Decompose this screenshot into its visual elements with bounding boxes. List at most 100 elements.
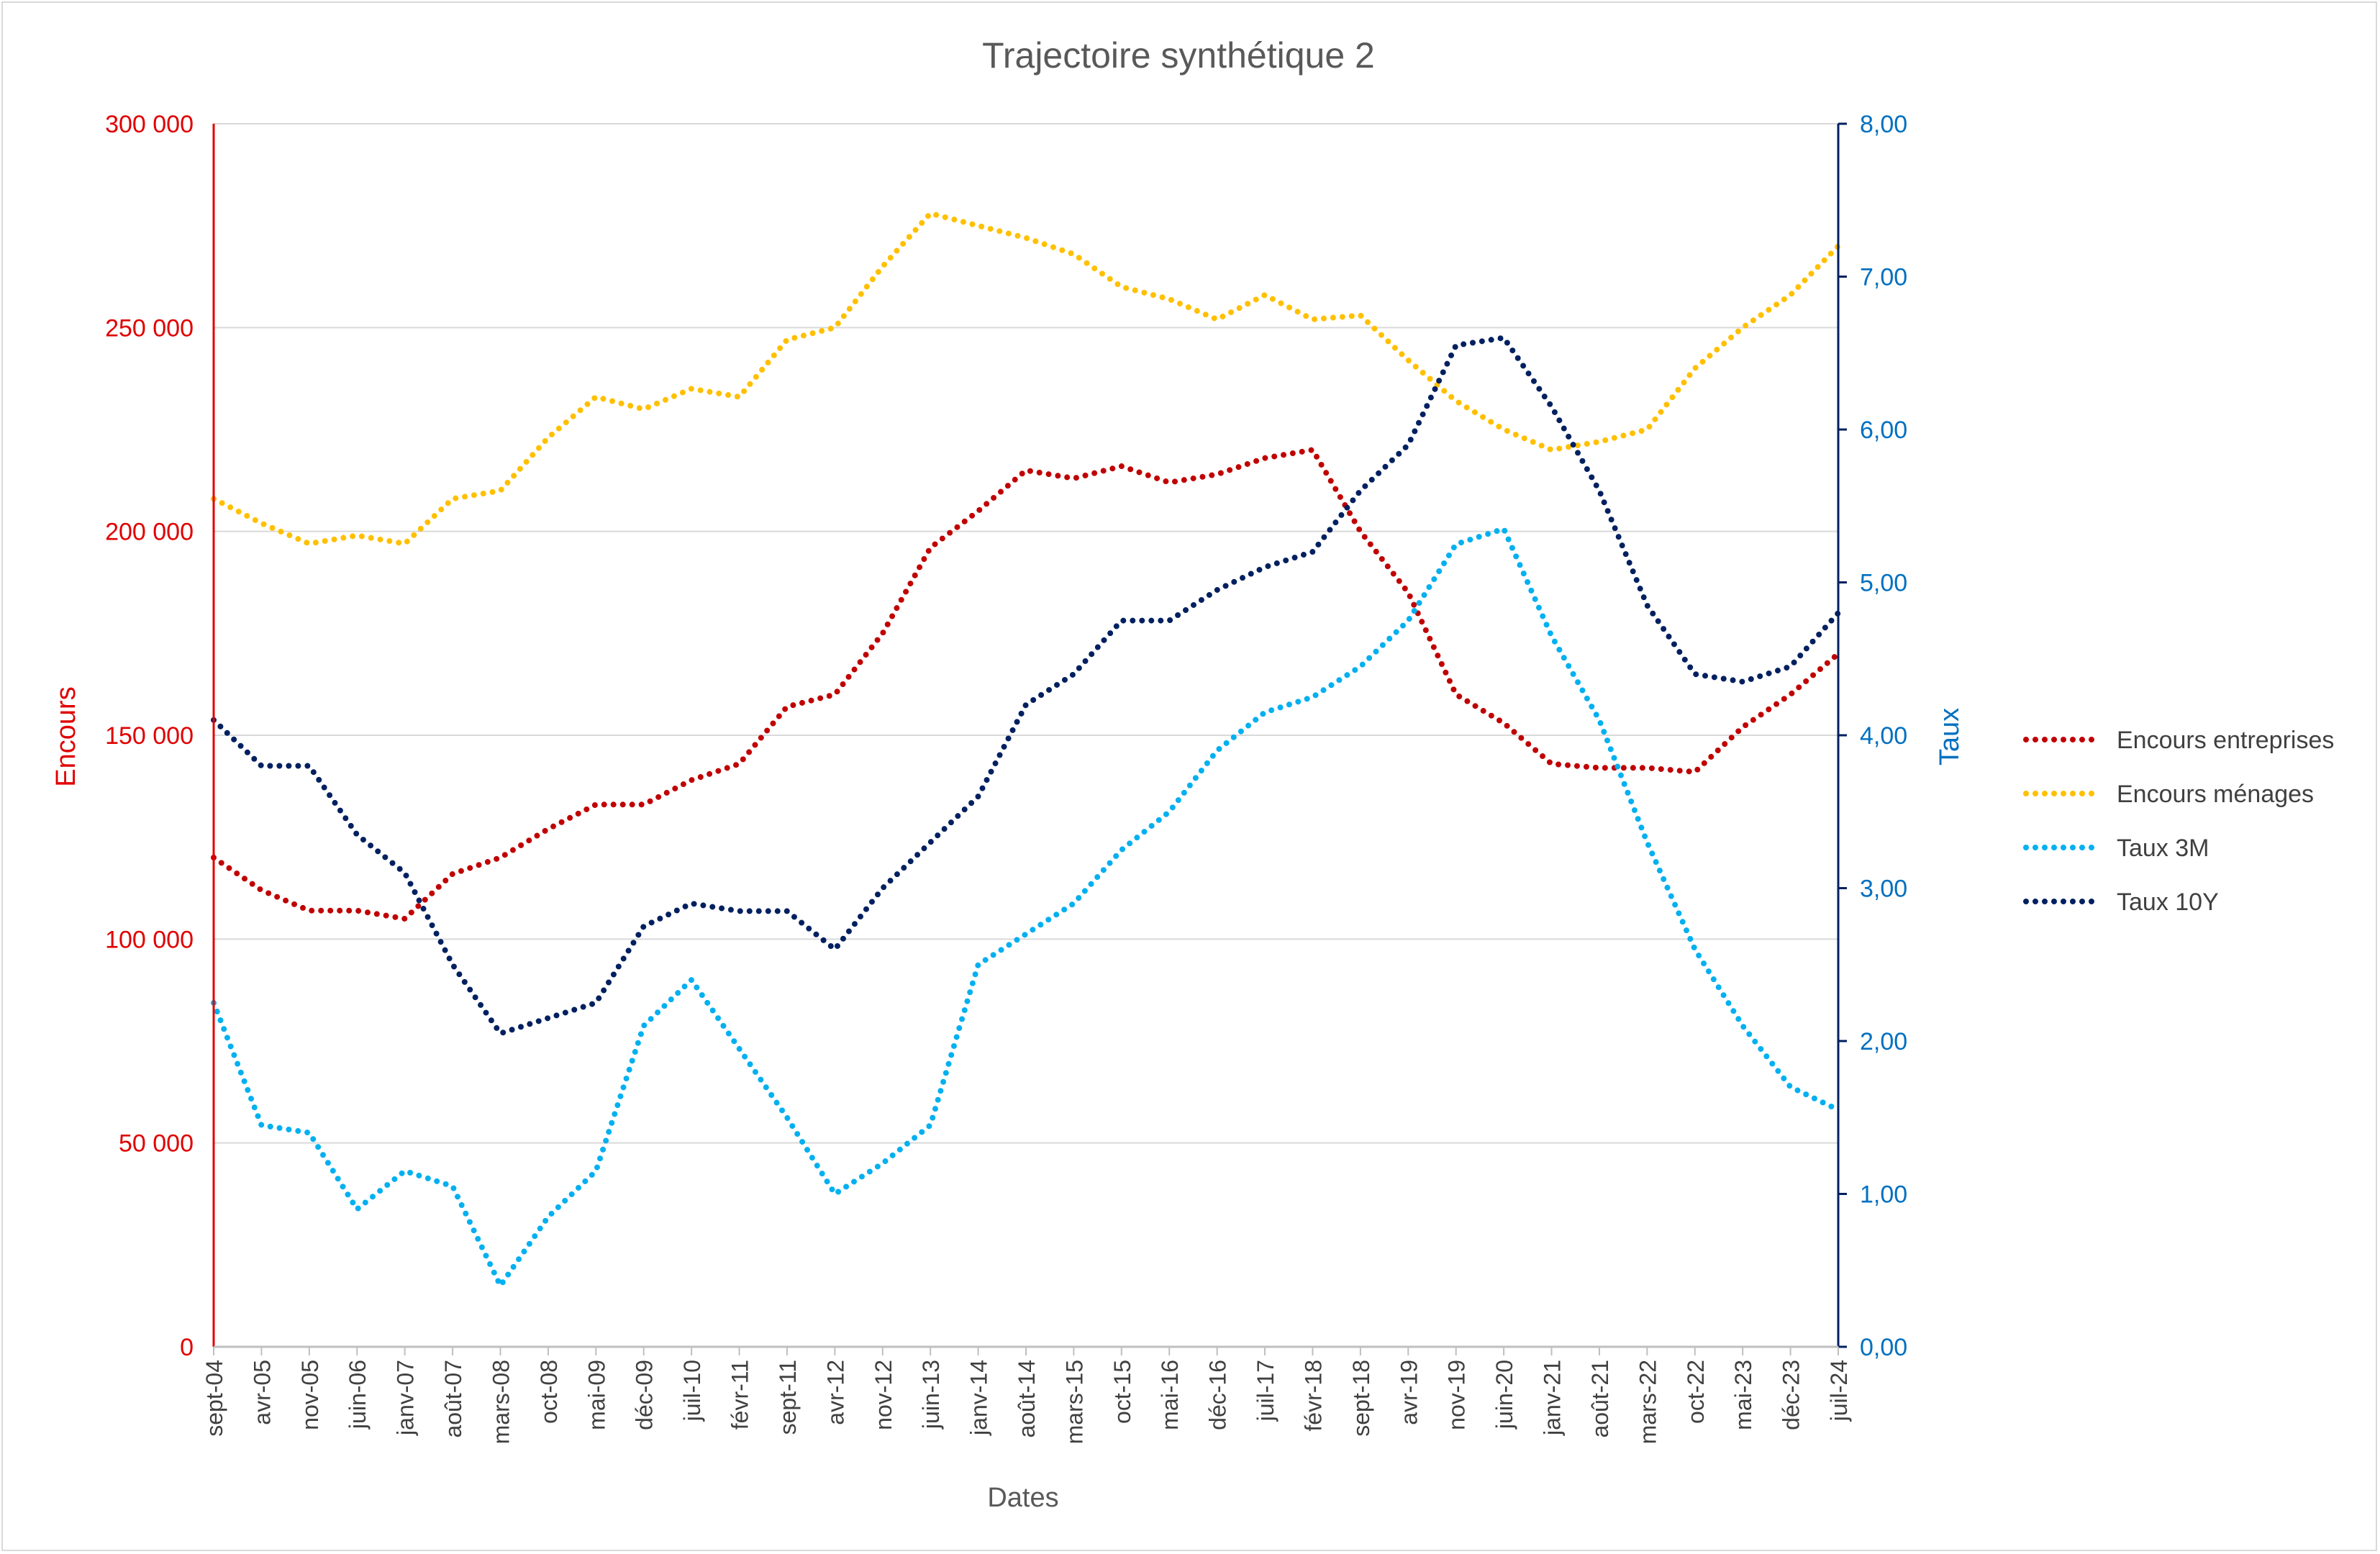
data-point	[309, 543, 310, 545]
text-layer: 0 50 000 100 000 150 000 200 000 250 000 300 0…	[51, 35, 1965, 1513]
x-tick-label: déc-16	[1205, 1360, 1231, 1430]
data-point	[1694, 673, 1696, 675]
x-tick-label: juin-20	[1491, 1360, 1517, 1430]
series-line-taux-10y	[211, 335, 1841, 1037]
x-tick-label: janv-14	[966, 1360, 992, 1436]
data-point	[548, 1216, 549, 1217]
chart-title: Trajectoire synthétique 2	[982, 35, 1375, 76]
series-line-encours-entreprises	[211, 447, 1841, 922]
x-tick-label: juil-10	[679, 1360, 705, 1422]
x-tick-label: janv-21	[1540, 1360, 1566, 1436]
data-point	[1360, 531, 1361, 532]
data-point	[1551, 635, 1553, 637]
data-point	[356, 1209, 358, 1210]
x-tick-label: nov-19	[1444, 1360, 1470, 1430]
y-left-tick-label: 150 000	[105, 722, 194, 750]
y-right-tick-label: 6,00	[1860, 417, 1907, 444]
x-axis-title: Dates	[987, 1483, 1058, 1513]
x-tick-label: oct-15	[1109, 1360, 1135, 1424]
data-point	[1121, 849, 1122, 850]
legend: Encours entreprises Encours ménages Taux 3…	[2023, 727, 2334, 916]
x-tick-label: avr-05	[249, 1360, 275, 1425]
data-point	[1168, 482, 1170, 483]
data-point	[1025, 933, 1027, 935]
data-point	[309, 910, 310, 912]
data-point	[1168, 620, 1170, 622]
data-point	[595, 396, 596, 398]
chart-svg: 0 50 000 100 000 150 000 200 000 250 000 300 0…	[51, 35, 2334, 1513]
x-tick-label: janv-07	[393, 1360, 419, 1436]
data-point	[1694, 771, 1696, 773]
x-tick-label: oct-22	[1683, 1360, 1709, 1424]
data-point	[930, 547, 931, 548]
data-point	[356, 910, 358, 912]
y-left-tick-label: 250 000	[105, 314, 194, 342]
data-point	[309, 1132, 310, 1134]
series-line-encours-ménages	[211, 210, 1841, 547]
data-point	[1312, 696, 1313, 698]
data-point	[548, 437, 549, 438]
x-tick-label: sept-04	[201, 1360, 227, 1437]
data-point	[1455, 400, 1457, 401]
data-point	[1407, 360, 1409, 361]
data-point	[1264, 712, 1266, 713]
y-right-tick-label: 0,00	[1860, 1334, 1907, 1361]
data-point	[978, 510, 979, 512]
data-point	[643, 926, 645, 927]
data-point	[739, 763, 740, 765]
data-point	[786, 339, 788, 340]
data-point	[1646, 767, 1648, 768]
data-point	[260, 522, 262, 524]
data-point	[930, 1124, 931, 1126]
y-right-tick-label: 5,00	[1860, 570, 1907, 597]
data-point	[739, 910, 740, 912]
data-point	[1407, 620, 1409, 622]
data-point	[882, 632, 884, 634]
data-point	[404, 872, 406, 873]
data-point	[786, 1117, 788, 1118]
data-point	[1025, 470, 1027, 471]
x-tick-label: août-14	[1014, 1360, 1040, 1438]
y-left-tick-label: 100 000	[105, 926, 194, 953]
data-point	[643, 804, 645, 805]
data-point	[595, 804, 596, 805]
data-point	[1025, 237, 1027, 239]
y-left-tick-label: 200 000	[105, 519, 194, 546]
data-point	[739, 396, 740, 398]
data-point	[452, 964, 453, 965]
data-point	[1025, 704, 1027, 706]
data-point	[1551, 406, 1553, 407]
data-point	[882, 265, 884, 267]
data-point	[499, 1032, 501, 1034]
data-point	[1790, 1086, 1791, 1088]
y-left-axis-title: Encours	[51, 686, 81, 786]
x-tick-label: août-07	[440, 1360, 466, 1438]
y-right-tick-label: 3,00	[1860, 876, 1907, 903]
data-point	[1551, 763, 1553, 765]
x-tick-label: déc-09	[632, 1360, 658, 1430]
data-point	[1073, 673, 1074, 675]
data-point	[595, 1002, 596, 1004]
data-point	[1121, 620, 1122, 622]
data-point	[1073, 903, 1074, 904]
legend-label: Encours entreprises	[2117, 727, 2334, 754]
data-point	[1312, 319, 1313, 320]
legend-label: Encours ménages	[2117, 781, 2314, 808]
data-point	[1360, 665, 1361, 667]
x-tick-label: avr-12	[822, 1360, 848, 1425]
data-point	[1742, 327, 1743, 328]
x-tick-label: févr-18	[1300, 1360, 1326, 1432]
data-point	[1503, 429, 1504, 430]
x-tick-label: sept-11	[775, 1360, 801, 1435]
data-point	[930, 842, 931, 843]
data-point	[1455, 694, 1457, 695]
data-point	[1599, 719, 1600, 721]
data-point	[1599, 767, 1600, 768]
data-point	[404, 1171, 406, 1172]
data-point	[1407, 592, 1409, 594]
y-right-tick-label: 1,00	[1860, 1181, 1907, 1209]
legend-label: Taux 3M	[2117, 835, 2209, 862]
x-tick-label: juin-13	[918, 1360, 944, 1430]
y-right-tick-label: 4,00	[1860, 722, 1907, 750]
x-tick-label: juil-17	[1253, 1360, 1278, 1422]
